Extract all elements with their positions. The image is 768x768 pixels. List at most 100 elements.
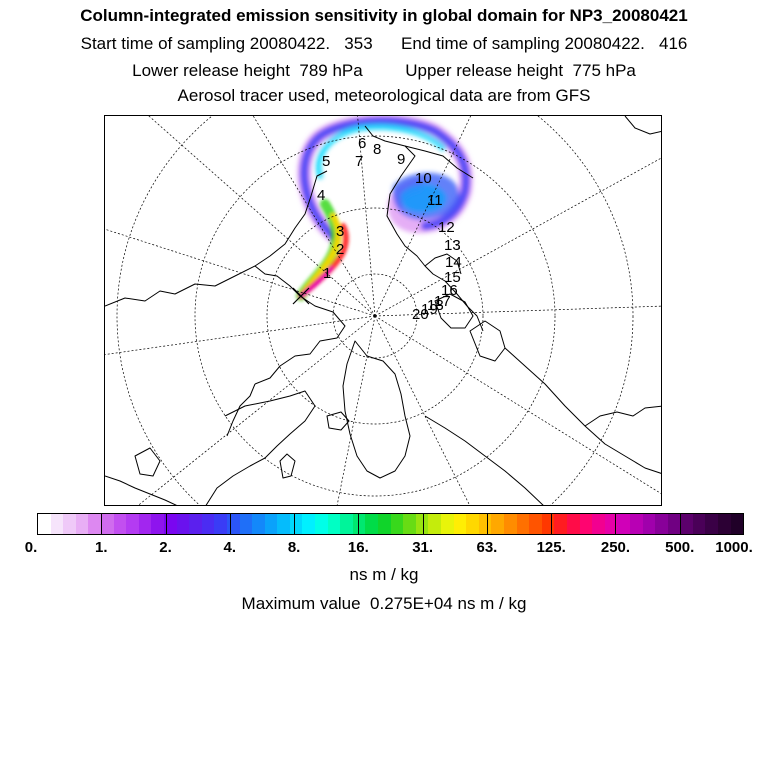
colorbar-cell (138, 514, 152, 534)
graticule (105, 116, 661, 505)
lower-height-label: Lower release height (132, 61, 290, 80)
colorbar-cell (277, 514, 290, 534)
colorbar-cell (529, 514, 542, 534)
colorbar-tick-label: 1. (95, 539, 108, 556)
step-label: 14 (445, 254, 462, 271)
step-label: 6 (358, 135, 367, 152)
step-label: 13 (444, 237, 461, 254)
colorbar-cell (201, 514, 215, 534)
polar-map (105, 116, 661, 505)
colorbar-tick (615, 513, 617, 535)
colorbar-cell (667, 514, 681, 534)
colorbar-cell (113, 514, 127, 534)
colorbar-tick-label: 0. (24, 539, 38, 556)
colorbar-cell (289, 514, 303, 534)
meridian-line (374, 315, 470, 505)
colorbar-cell (415, 514, 429, 534)
step-label: 19 (421, 301, 438, 318)
colorbar-tick-label: 8. (287, 539, 301, 556)
meridian-line (105, 315, 376, 355)
colorbar-cell (214, 514, 227, 534)
colorbar-cell (453, 514, 467, 534)
colorbar-cell (629, 514, 643, 534)
coast-canadian-islands (434, 293, 474, 329)
colorbar-cell (239, 514, 253, 534)
max-label-text: Maximum value (241, 594, 361, 613)
colorbar-cell (617, 514, 630, 534)
meridian-line (357, 116, 376, 317)
colorbar-cell (252, 514, 265, 534)
plume-core (296, 199, 349, 301)
end-time-value: 416 (659, 34, 688, 53)
colorbar-tick (165, 513, 167, 535)
upper-height-value: 775 hPa (572, 61, 636, 80)
sampling-time-line: Start time of sampling 20080422. 353 End… (0, 34, 768, 54)
coast-alaska (404, 145, 474, 179)
colorbar-tick (486, 513, 488, 535)
colorbar-cell (390, 514, 404, 534)
colorbar-cell (730, 514, 744, 534)
colorbar-cell (541, 514, 555, 534)
colorbar-cell (516, 514, 530, 534)
tracer-note: Aerosol tracer used, meteorological data… (177, 86, 591, 105)
step-label: 15 (444, 269, 461, 286)
meridian-line (374, 157, 661, 317)
colorbar-tick-label: 125. (536, 539, 566, 556)
colorbar-tick-label: 4. (223, 539, 237, 556)
colorbar-cell (491, 514, 504, 534)
step-label: 8 (373, 141, 382, 158)
core-yellow (300, 213, 342, 297)
coast-hudson (424, 253, 462, 275)
colorbar-tick-label: 500. (665, 539, 695, 556)
latitude-circle (266, 207, 484, 425)
colorbar-cell (604, 514, 618, 534)
step-label: 17 (434, 293, 451, 310)
meridian-line (105, 228, 376, 317)
coast-north-america (364, 125, 484, 332)
plume-east-cyan (400, 184, 446, 212)
step-label: 18 (427, 297, 444, 314)
max-value-text: 0.275E+04 ns m / kg (370, 594, 527, 613)
coast-europe (205, 390, 316, 505)
colorbar-cell (705, 514, 719, 534)
colorbar-cell (428, 514, 441, 534)
colorbar-cell (680, 514, 693, 534)
step-label: 10 (415, 170, 432, 187)
colorbar-tick (358, 513, 360, 535)
colorbar-cell (655, 514, 668, 534)
colorbar-cell (75, 514, 89, 534)
meridian-line (374, 116, 472, 317)
colorbar-cell (365, 514, 379, 534)
release-site-marker (292, 287, 310, 305)
maximum-value-label: Maximum value 0.275E+04 ns m / kg (0, 594, 768, 614)
step-label: 12 (438, 219, 455, 236)
upper-height-label: Upper release height (405, 61, 564, 80)
colorbar-cell (100, 514, 114, 534)
release-height-line: Lower release height 789 hPa Upper relea… (0, 61, 768, 81)
colorbar-cell (315, 514, 328, 534)
coast-iceland (326, 411, 350, 431)
step-label: 5 (322, 153, 331, 170)
meridian-line (148, 116, 376, 317)
colorbar-cell (126, 514, 139, 534)
step-label: 11 (427, 192, 443, 209)
colorbar-tick (679, 513, 681, 535)
chart-title: Column-integrated emission sensitivity i… (80, 6, 688, 25)
colorbar-cell (403, 514, 416, 534)
colorbar-tick-label: 16. (347, 539, 369, 556)
map-panel: 1 2 3 4 5 6 7 8 9 10 11 12 13 14 15 16 1… (104, 115, 662, 506)
colorbar-cell (378, 514, 391, 534)
colorbar-cell (302, 514, 316, 534)
colorbar-cell (692, 514, 706, 534)
colorbar-cell (38, 514, 51, 534)
coast-mediterranean (105, 475, 177, 505)
step-label: 16 (441, 282, 458, 299)
colorbar-tick-label: 2. (159, 539, 172, 556)
colorbar-tick (229, 513, 231, 535)
coastlines (105, 116, 661, 505)
latitude-circle (194, 135, 556, 497)
colorbar-cell (264, 514, 278, 534)
colorbar-cell (50, 514, 64, 534)
step-label: 7 (355, 153, 364, 170)
colorbar-cell (189, 514, 202, 534)
